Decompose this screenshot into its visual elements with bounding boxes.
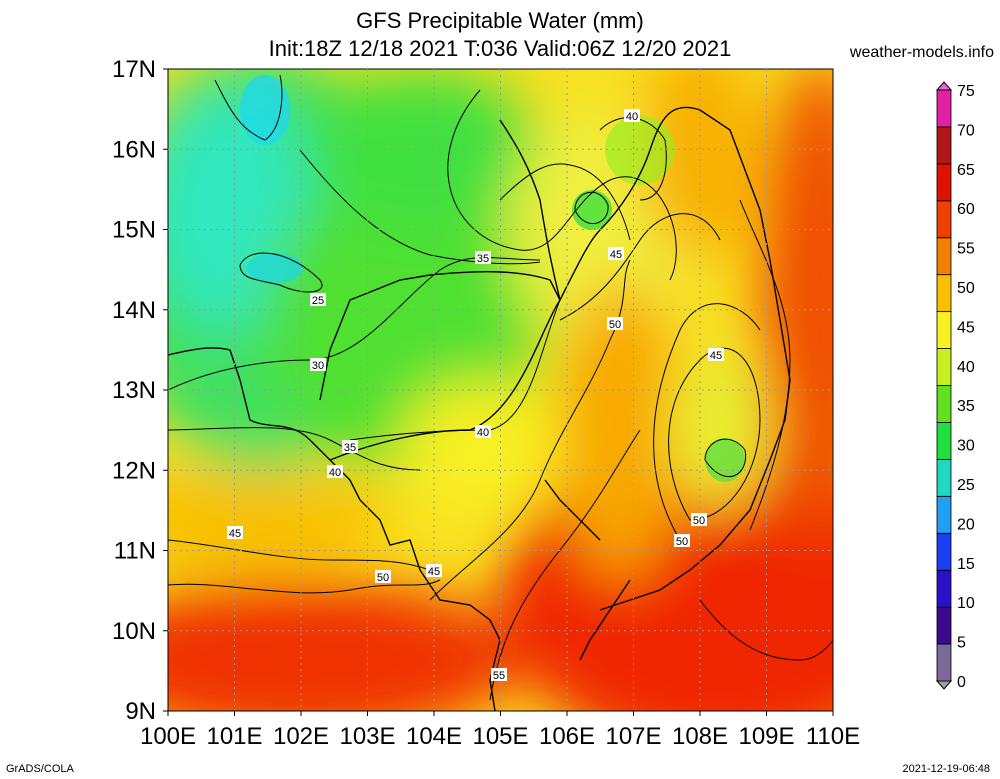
colorbar-swatch	[936, 200, 952, 239]
contour-label-bg	[342, 440, 358, 453]
colorbar-label: 50	[957, 280, 975, 297]
lat-tick-label: 17N	[112, 56, 156, 83]
colorbar-swatch	[936, 458, 952, 497]
timestamp: 2021-12-19-06:48	[902, 763, 990, 775]
colorbar-label: 45	[957, 319, 975, 336]
colorbar-label: 65	[957, 162, 975, 179]
colorbar-swatch	[936, 495, 952, 534]
contour-label-bg	[691, 513, 707, 526]
lon-tick-label: 108E	[672, 723, 728, 750]
colorbar-swatch	[936, 606, 952, 645]
contour-label-bg	[608, 247, 624, 260]
source-site: weather-models.info	[849, 44, 994, 61]
colorbar-label: 60	[957, 201, 975, 218]
contour-value-labels: 25 30 35 35 40 40 40 45 45 45 45 50 50 50 50 55	[227, 109, 724, 682]
colorbar-swatch	[936, 569, 952, 608]
lat-tick-label: 15N	[112, 217, 156, 244]
contour-label-bg	[708, 348, 724, 361]
lon-tick-label: 101E	[206, 723, 262, 750]
contour-label: 50	[377, 572, 389, 584]
lat-tick-label: 10N	[112, 618, 156, 645]
lon-tick-label: 104E	[406, 723, 462, 750]
lon-tick-label: 102E	[273, 723, 329, 750]
contour-label-bg	[310, 293, 326, 306]
contour-label: 35	[477, 253, 489, 265]
colorbar-label: 15	[957, 556, 975, 573]
contour-label: 40	[626, 111, 638, 123]
colorbar-label: 40	[957, 359, 975, 376]
contour-label: 50	[676, 536, 688, 548]
lon-tick-label: 103E	[339, 723, 395, 750]
colorbar-label: 35	[957, 398, 975, 415]
lon-tick-label: 105E	[472, 723, 528, 750]
map-subtitle: Init:18Z 12/18 2021 T:036 Valid:06Z 12/2…	[268, 36, 732, 61]
lat-tick-label: 14N	[112, 297, 156, 324]
colorbar-legend: 0 5 10 15 20 25 30 35 40 45 50 55 60 65 70 75	[935, 81, 975, 691]
colorbar-swatch	[936, 348, 952, 386]
lat-tick-label: 11N	[114, 538, 156, 565]
colorbar-min-arrow	[935, 680, 953, 690]
colorbar-swatch	[936, 532, 952, 571]
contour-label-bg	[426, 564, 442, 577]
contour-label-bg	[327, 465, 343, 478]
colorbar-label: 25	[957, 477, 975, 494]
contour-label-bg	[310, 358, 326, 371]
lat-tick-label: 12N	[112, 457, 156, 484]
coastline-borders	[168, 106, 791, 711]
latitude-axis: 9N 10N 11N 12N 13N 14N 15N 16N 17N	[112, 56, 168, 725]
contour-label-bg	[607, 317, 623, 330]
contour-label-bg	[491, 668, 507, 681]
contour-label: 45	[428, 566, 440, 578]
colorbar-swatch	[936, 422, 952, 460]
software-credit: GrADS/COLA	[6, 763, 74, 775]
lat-tick-label: 9N	[125, 698, 156, 725]
colorbar-swatch	[936, 385, 952, 423]
colorbar-swatch	[936, 643, 952, 682]
contour-label: 45	[610, 249, 622, 261]
precipitable-water-field	[168, 69, 833, 711]
colorbar-label: 70	[957, 122, 975, 139]
colorbar-swatch	[936, 126, 952, 165]
colorbar-label: 55	[957, 241, 975, 258]
colorbar-swatch	[936, 89, 952, 128]
colorbar-swatch	[936, 274, 952, 313]
contour-label: 25	[312, 295, 324, 307]
lat-tick-label: 16N	[112, 136, 156, 163]
contour-label-bg	[624, 109, 640, 122]
colorbar-label: 20	[957, 516, 975, 533]
contour-label: 45	[710, 350, 722, 362]
colorbar-label: 30	[957, 438, 975, 455]
contour-label: 40	[477, 427, 489, 439]
contour-label-bg	[375, 570, 391, 583]
lon-tick-label: 110E	[806, 723, 860, 750]
contour-label-bg	[475, 251, 491, 264]
colorbar-swatch	[936, 163, 952, 202]
contour-label: 30	[312, 360, 324, 372]
contour-label-bg	[475, 425, 491, 438]
colorbar-swatch	[936, 237, 952, 276]
contour-label-bg	[227, 526, 243, 539]
map-title: GFS Precipitable Water (mm)	[356, 8, 644, 33]
contour-label: 35	[344, 442, 356, 454]
contour-label-bg	[674, 534, 690, 547]
contour-label: 55	[493, 670, 505, 682]
colorbar-label: 75	[957, 83, 975, 100]
longitude-axis: 100E 101E 102E 103E 104E 105E 106E 107E 108E 109E…	[140, 711, 860, 750]
lon-tick-label: 100E	[140, 723, 196, 750]
contour-label: 50	[609, 319, 621, 331]
colorbar-label: 0	[957, 674, 966, 691]
contour-label: 40	[329, 467, 341, 479]
lon-tick-label: 107E	[605, 723, 661, 750]
contour-label: 50	[693, 515, 705, 527]
colorbar-max-arrow	[935, 81, 953, 91]
lon-tick-label: 109E	[738, 723, 794, 750]
graticule	[168, 69, 833, 711]
colorbar-label: 5	[957, 635, 966, 652]
lon-tick-label: 106E	[539, 723, 595, 750]
lat-tick-label: 13N	[112, 377, 156, 404]
contour-label: 45	[229, 528, 241, 540]
colorbar-label: 10	[957, 595, 975, 612]
colorbar-swatch	[936, 311, 952, 349]
